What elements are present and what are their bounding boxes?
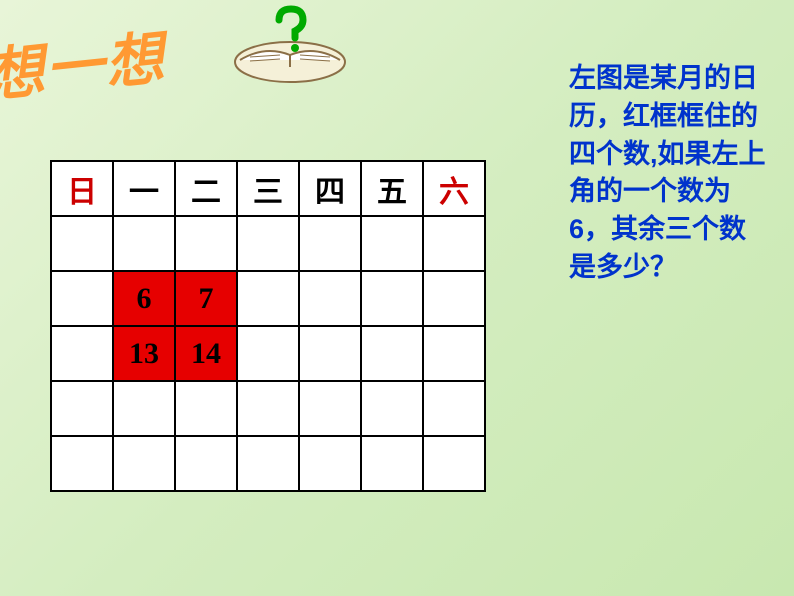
calendar-cell xyxy=(113,381,175,436)
calendar-cell xyxy=(175,436,237,491)
calendar-cell xyxy=(175,216,237,271)
calendar-cell xyxy=(51,381,113,436)
calendar-header-row: 日 一 二 三 四 五 六 xyxy=(51,161,485,216)
calendar-cell-highlighted: 6 xyxy=(113,271,175,326)
calendar-cell xyxy=(423,326,485,381)
calendar-cell xyxy=(51,216,113,271)
calendar-cell xyxy=(237,381,299,436)
header-sat: 六 xyxy=(423,161,485,216)
calendar-cell-highlighted: 14 xyxy=(175,326,237,381)
calendar-row xyxy=(51,381,485,436)
calendar-cell xyxy=(299,326,361,381)
calendar-cell xyxy=(237,326,299,381)
calendar-cell xyxy=(51,436,113,491)
header-thu: 四 xyxy=(299,161,361,216)
calendar-cell xyxy=(361,326,423,381)
header-fri: 五 xyxy=(361,161,423,216)
calendar-cell xyxy=(361,381,423,436)
calendar-cell-highlighted: 7 xyxy=(175,271,237,326)
calendar-cell xyxy=(299,381,361,436)
calendar-cell xyxy=(361,216,423,271)
calendar-cell xyxy=(423,436,485,491)
calendar-row xyxy=(51,436,485,491)
calendar-cell xyxy=(361,436,423,491)
calendar-cell xyxy=(237,436,299,491)
header-tue: 二 xyxy=(175,161,237,216)
calendar-cell xyxy=(299,271,361,326)
calendar-cell xyxy=(51,326,113,381)
page-title: 想一想 xyxy=(0,11,169,113)
calendar-cell xyxy=(423,381,485,436)
calendar-cell-highlighted: 13 xyxy=(113,326,175,381)
calendar-cell xyxy=(51,271,113,326)
calendar-cell xyxy=(423,216,485,271)
calendar-cell xyxy=(237,216,299,271)
calendar-cell xyxy=(361,271,423,326)
calendar-row xyxy=(51,216,485,271)
calendar-table: 日 一 二 三 四 五 六 6 7 13 14 xyxy=(50,160,486,492)
calendar-cell xyxy=(423,271,485,326)
calendar-cell xyxy=(113,216,175,271)
calendar-row: 13 14 xyxy=(51,326,485,381)
calendar-row: 6 7 xyxy=(51,271,485,326)
calendar-cell xyxy=(299,436,361,491)
calendar-cell xyxy=(175,381,237,436)
header-sun: 日 xyxy=(51,161,113,216)
calendar-cell xyxy=(299,216,361,271)
book-question-icon xyxy=(225,5,355,85)
header-mon: 一 xyxy=(113,161,175,216)
header-wed: 三 xyxy=(237,161,299,216)
calendar-cell xyxy=(113,436,175,491)
question-text: 左图是某月的日历，红框框住的四个数,如果左上角的一个数为6，其余三个数是多少？ xyxy=(569,60,769,287)
calendar-cell xyxy=(237,271,299,326)
